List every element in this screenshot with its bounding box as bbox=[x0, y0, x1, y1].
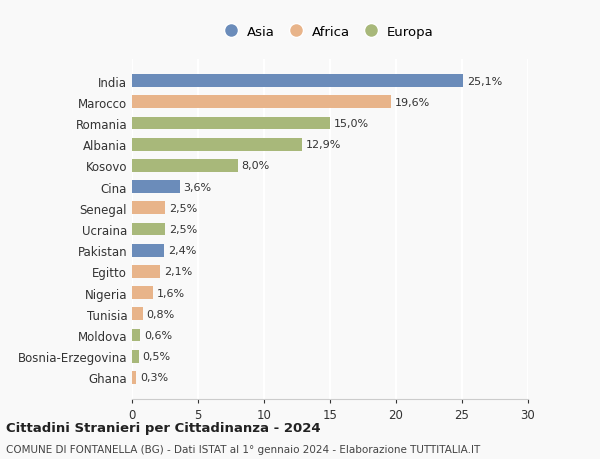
Bar bbox=[132, 118, 330, 130]
Bar bbox=[132, 96, 391, 109]
Text: 0,3%: 0,3% bbox=[140, 373, 168, 382]
Text: 8,0%: 8,0% bbox=[242, 161, 270, 171]
Text: 2,5%: 2,5% bbox=[169, 224, 197, 235]
Bar bbox=[132, 139, 302, 151]
Bar bbox=[132, 286, 153, 299]
Text: 0,8%: 0,8% bbox=[146, 309, 175, 319]
Text: COMUNE DI FONTANELLA (BG) - Dati ISTAT al 1° gennaio 2024 - Elaborazione TUTTITA: COMUNE DI FONTANELLA (BG) - Dati ISTAT a… bbox=[6, 444, 480, 454]
Bar bbox=[132, 371, 136, 384]
Text: 3,6%: 3,6% bbox=[184, 182, 212, 192]
Bar bbox=[132, 244, 164, 257]
Legend: Asia, Africa, Europa: Asia, Africa, Europa bbox=[222, 22, 438, 43]
Text: Cittadini Stranieri per Cittadinanza - 2024: Cittadini Stranieri per Cittadinanza - 2… bbox=[6, 421, 320, 434]
Bar bbox=[132, 181, 179, 194]
Text: 25,1%: 25,1% bbox=[467, 77, 503, 86]
Text: 19,6%: 19,6% bbox=[395, 98, 430, 107]
Bar bbox=[132, 329, 140, 341]
Bar bbox=[132, 265, 160, 278]
Text: 2,4%: 2,4% bbox=[167, 246, 196, 256]
Text: 12,9%: 12,9% bbox=[306, 140, 341, 150]
Text: 15,0%: 15,0% bbox=[334, 119, 369, 129]
Text: 0,5%: 0,5% bbox=[143, 352, 170, 361]
Bar bbox=[132, 160, 238, 173]
Text: 2,1%: 2,1% bbox=[164, 267, 192, 277]
Text: 0,6%: 0,6% bbox=[144, 330, 172, 340]
Bar bbox=[132, 350, 139, 363]
Text: 1,6%: 1,6% bbox=[157, 288, 185, 298]
Bar bbox=[132, 308, 143, 320]
Text: 2,5%: 2,5% bbox=[169, 203, 197, 213]
Bar bbox=[132, 223, 165, 236]
Bar bbox=[132, 75, 463, 88]
Bar bbox=[132, 202, 165, 215]
